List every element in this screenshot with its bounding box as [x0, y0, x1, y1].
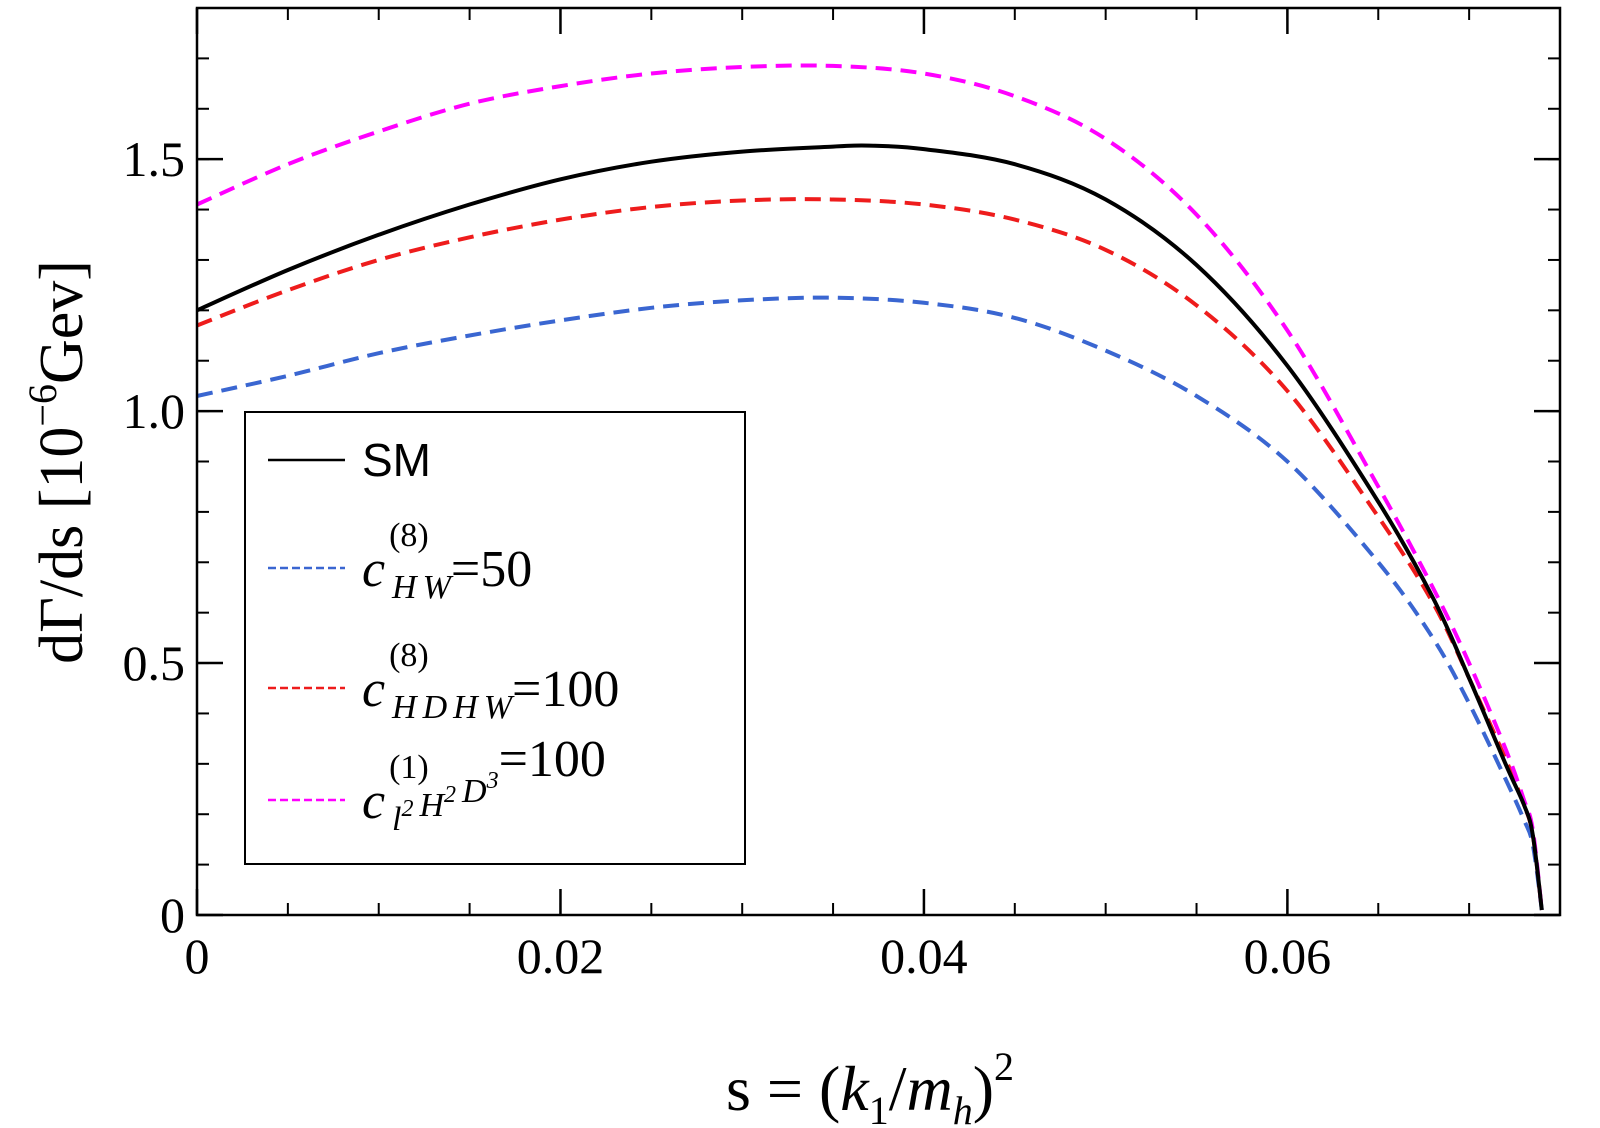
legend-sub-part: l: [392, 801, 401, 838]
minor-ticks: [196, 7, 1561, 916]
series-layer: [196, 63, 1544, 911]
series-line-3: [196, 63, 1544, 911]
y-axis-title: dΓ/ds [10−6Gev]: [20, 260, 96, 664]
y-title-main: dΓ/ds [10: [28, 427, 96, 664]
x-tick-label: 0.06: [1244, 928, 1332, 984]
legend-sym: c: [362, 773, 385, 830]
plot-frame: [195, 6, 1562, 917]
x-tick-label: 0: [185, 928, 210, 984]
legend-label-2: c(8) H D H W=100: [362, 637, 619, 726]
x-title-k-sub: 1: [869, 1088, 889, 1128]
legend-sub-part: W: [423, 569, 454, 606]
legend-eq: =100: [499, 731, 606, 788]
x-title-close: ): [973, 1053, 994, 1124]
legend-sym: c: [362, 661, 385, 718]
legend-sub-exp: 2: [401, 796, 413, 822]
legend-label-0: SM: [362, 434, 431, 486]
legend-sub-part: D: [461, 773, 487, 810]
legend-label-1: c(8) H W=50: [362, 517, 532, 606]
legend-sub-part: H: [391, 569, 419, 606]
legend-sub-part: D: [422, 689, 448, 726]
legend-sup: (8): [389, 517, 429, 554]
x-title-m-sub: h: [953, 1088, 973, 1128]
x-axis: 0 0.02 0.04 0.06: [185, 8, 1332, 984]
legend-sub-part: W: [484, 689, 515, 726]
x-axis-title: s = (k1/mh)2: [726, 1044, 1014, 1128]
y-axis: 0 0.5 1.0 1.5: [123, 131, 1560, 943]
x-title-k: k: [840, 1053, 870, 1124]
x-title-sup: 2: [994, 1044, 1014, 1089]
x-tick-label: 0.04: [880, 928, 968, 984]
x-title-m: m: [906, 1053, 952, 1124]
legend-sub-part: H: [418, 787, 446, 824]
legend-sup: (1): [389, 749, 429, 786]
y-tick-label: 1.5: [123, 131, 186, 187]
y-tick-label: 0: [160, 887, 185, 943]
x-title-main: s = (: [726, 1053, 840, 1124]
legend-sub-exp: 2: [444, 782, 456, 808]
legend-sub-part: H: [391, 689, 419, 726]
legend-sub-exp: 3: [486, 768, 499, 794]
legend-eq: =100: [512, 661, 619, 718]
y-tick-label: 0.5: [123, 635, 186, 691]
legend-eq: =50: [451, 541, 532, 598]
legend-sup: (8): [389, 637, 429, 674]
legend-sym: c: [362, 541, 385, 598]
x-tick-label: 0.02: [517, 928, 605, 984]
series-line-1: [196, 295, 1544, 911]
y-title-exp: −6: [20, 384, 65, 427]
legend-label-3: c(1) l2 H2 D3=100: [362, 731, 606, 838]
y-tick-label: 1.0: [123, 383, 186, 439]
legend-sub: l2 H2 D3: [392, 768, 499, 838]
y-title-unit: Gev]: [28, 260, 96, 384]
x-title-slash: /: [889, 1053, 907, 1124]
legend-sub-part: H: [452, 689, 480, 726]
legend-box: [244, 411, 746, 865]
series-line-0: [196, 143, 1544, 911]
